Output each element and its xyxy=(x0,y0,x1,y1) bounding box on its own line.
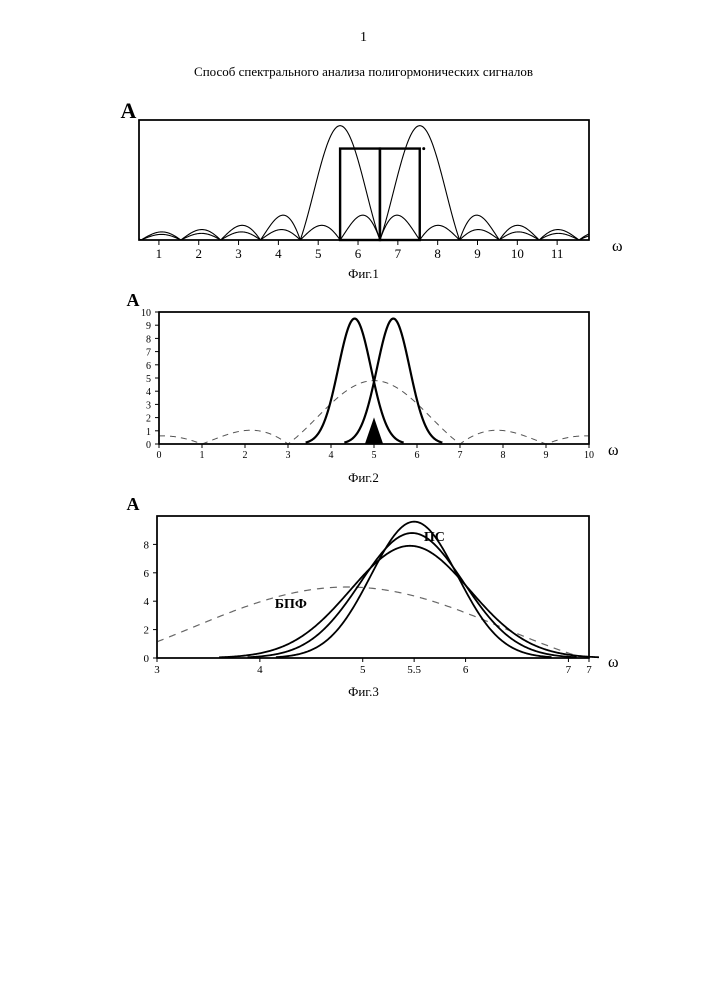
svg-text:5: 5 xyxy=(359,664,365,676)
svg-text:11: 11 xyxy=(550,246,563,260)
svg-text:8: 8 xyxy=(434,246,441,260)
fig2-caption: Фиг.2 xyxy=(90,470,637,486)
svg-text:3: 3 xyxy=(154,664,160,676)
svg-text:0: 0 xyxy=(146,440,151,451)
fig1-caption: Фиг.1 xyxy=(90,266,637,282)
fig2-y-axis-label: A xyxy=(127,290,140,311)
figure-1: A 1234567891011 ω Фиг.1 xyxy=(90,110,637,282)
page-number: 1 xyxy=(90,30,637,46)
figure-3: A 024683455.5677 ω ПС БПФ Фиг.3 xyxy=(90,508,637,700)
fig1-x-axis-label: ω xyxy=(612,238,623,256)
svg-text:9: 9 xyxy=(543,450,548,461)
fig3-label-bpf: БПФ xyxy=(275,597,307,613)
svg-text:7: 7 xyxy=(457,450,462,461)
svg-text:5: 5 xyxy=(371,450,376,461)
fig3-caption: Фиг.3 xyxy=(90,684,637,700)
svg-text:1: 1 xyxy=(155,246,162,260)
svg-text:2: 2 xyxy=(242,450,247,461)
svg-text:6: 6 xyxy=(462,664,468,676)
svg-text:4: 4 xyxy=(146,387,151,398)
fig1-y-axis-label: A xyxy=(121,98,137,124)
svg-text:5: 5 xyxy=(146,374,151,385)
fig2-x-axis-label: ω xyxy=(608,442,619,460)
svg-text:9: 9 xyxy=(146,321,151,332)
svg-text:5: 5 xyxy=(314,246,321,260)
svg-text:8: 8 xyxy=(146,334,151,345)
svg-text:3: 3 xyxy=(285,450,290,461)
svg-text:9: 9 xyxy=(474,246,481,260)
svg-text:8: 8 xyxy=(143,539,149,551)
svg-text:2: 2 xyxy=(146,414,151,425)
svg-text:8: 8 xyxy=(500,450,505,461)
svg-text:6: 6 xyxy=(146,361,151,372)
fig2-chart: 0 1 2 3 4 5 6 7 8 9 10 0 1 2 3 4 5 6 7 8 9 10 xyxy=(129,304,599,464)
svg-text:10: 10 xyxy=(510,246,523,260)
fig1-chart: 1 2 3 4 5 6 7 8 9 10 11 xyxy=(129,110,599,260)
fig3-x-axis-label: ω xyxy=(608,654,619,672)
figure-2: A 012345678910012345678910 ω Фиг.2 xyxy=(90,304,637,486)
svg-text:0: 0 xyxy=(156,450,161,461)
svg-text:6: 6 xyxy=(143,568,149,580)
svg-text:7: 7 xyxy=(394,246,401,260)
svg-text:2: 2 xyxy=(143,625,149,637)
svg-text:1: 1 xyxy=(199,450,204,461)
svg-text:1: 1 xyxy=(146,427,151,438)
svg-text:3: 3 xyxy=(146,400,151,411)
svg-text:10: 10 xyxy=(141,308,151,319)
svg-text:7: 7 xyxy=(565,664,571,676)
page-title: Способ спектрального анализа полигормони… xyxy=(90,64,637,80)
svg-text:0: 0 xyxy=(143,653,149,665)
svg-text:7: 7 xyxy=(146,348,151,359)
svg-text:4: 4 xyxy=(275,246,282,260)
svg-text:7: 7 xyxy=(586,664,592,676)
svg-text:5.5: 5.5 xyxy=(407,664,421,676)
fig3-chart: 0 2 4 6 8 3 4 5 5.5 6 7 7 xyxy=(129,508,599,678)
fig3-y-axis-label: A xyxy=(127,494,140,515)
svg-text:6: 6 xyxy=(414,450,419,461)
svg-text:4: 4 xyxy=(328,450,333,461)
svg-text:4: 4 xyxy=(143,596,149,608)
svg-text:10: 10 xyxy=(584,450,594,461)
fig3-label-ps: ПС xyxy=(424,530,445,546)
svg-text:2: 2 xyxy=(195,246,202,260)
svg-text:4: 4 xyxy=(257,664,263,676)
svg-text:3: 3 xyxy=(235,246,242,260)
svg-text:6: 6 xyxy=(354,246,361,260)
